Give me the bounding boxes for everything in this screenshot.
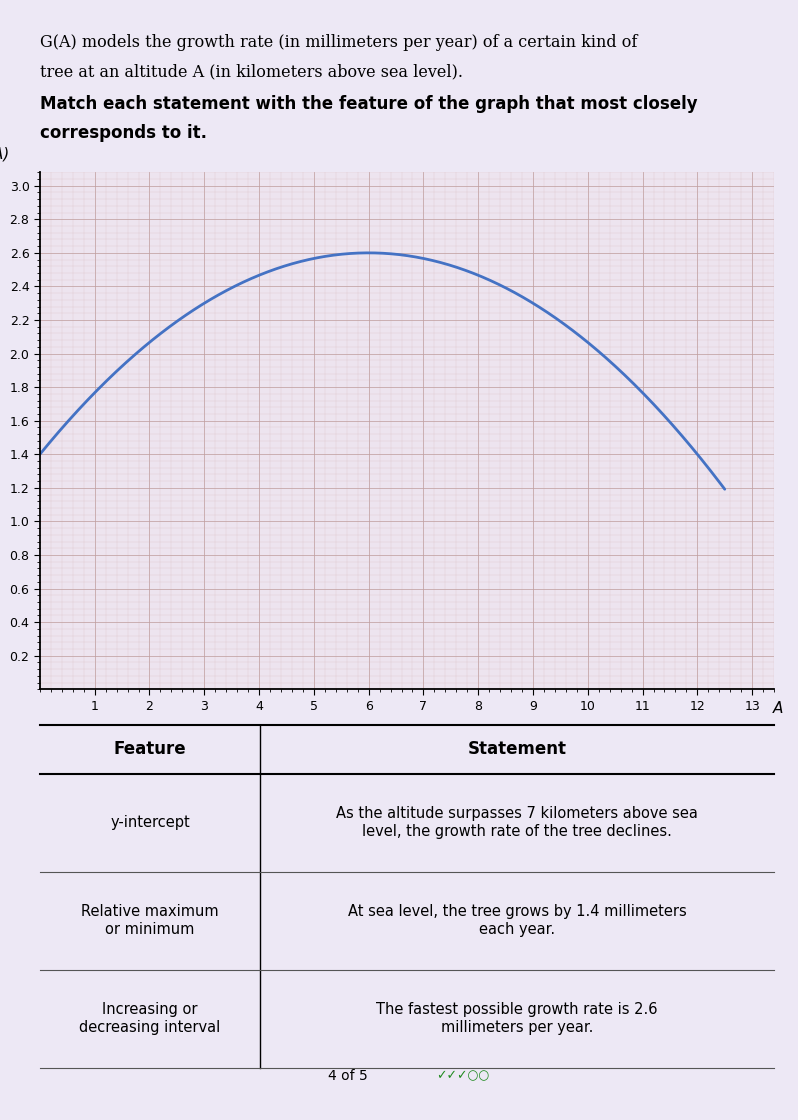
Text: A: A (773, 701, 784, 716)
Text: G(A) models the growth rate (in millimeters per year) of a certain kind of: G(A) models the growth rate (in millimet… (40, 34, 638, 50)
Text: Match each statement with the feature of the graph that most closely: Match each statement with the feature of… (40, 95, 697, 113)
Text: Relative maximum
or minimum: Relative maximum or minimum (81, 904, 219, 936)
Text: ✓✓✓○○: ✓✓✓○○ (437, 1070, 490, 1083)
Text: At sea level, the tree grows by 1.4 millimeters
each year.: At sea level, the tree grows by 1.4 mill… (348, 904, 686, 936)
Text: tree at an altitude A (in kilometers above sea level).: tree at an altitude A (in kilometers abo… (40, 63, 463, 81)
Text: As the altitude surpasses 7 kilometers above sea
level, the growth rate of the t: As the altitude surpasses 7 kilometers a… (336, 806, 698, 839)
Text: 4 of 5: 4 of 5 (328, 1068, 368, 1083)
Text: Statement: Statement (468, 740, 567, 758)
Text: y-intercept: y-intercept (110, 815, 190, 830)
Y-axis label: G(A): G(A) (0, 147, 10, 162)
Text: corresponds to it.: corresponds to it. (40, 123, 207, 141)
Text: Increasing or
decreasing interval: Increasing or decreasing interval (79, 1002, 221, 1035)
Text: The fastest possible growth rate is 2.6
millimeters per year.: The fastest possible growth rate is 2.6 … (377, 1002, 658, 1035)
Text: Feature: Feature (113, 740, 187, 758)
